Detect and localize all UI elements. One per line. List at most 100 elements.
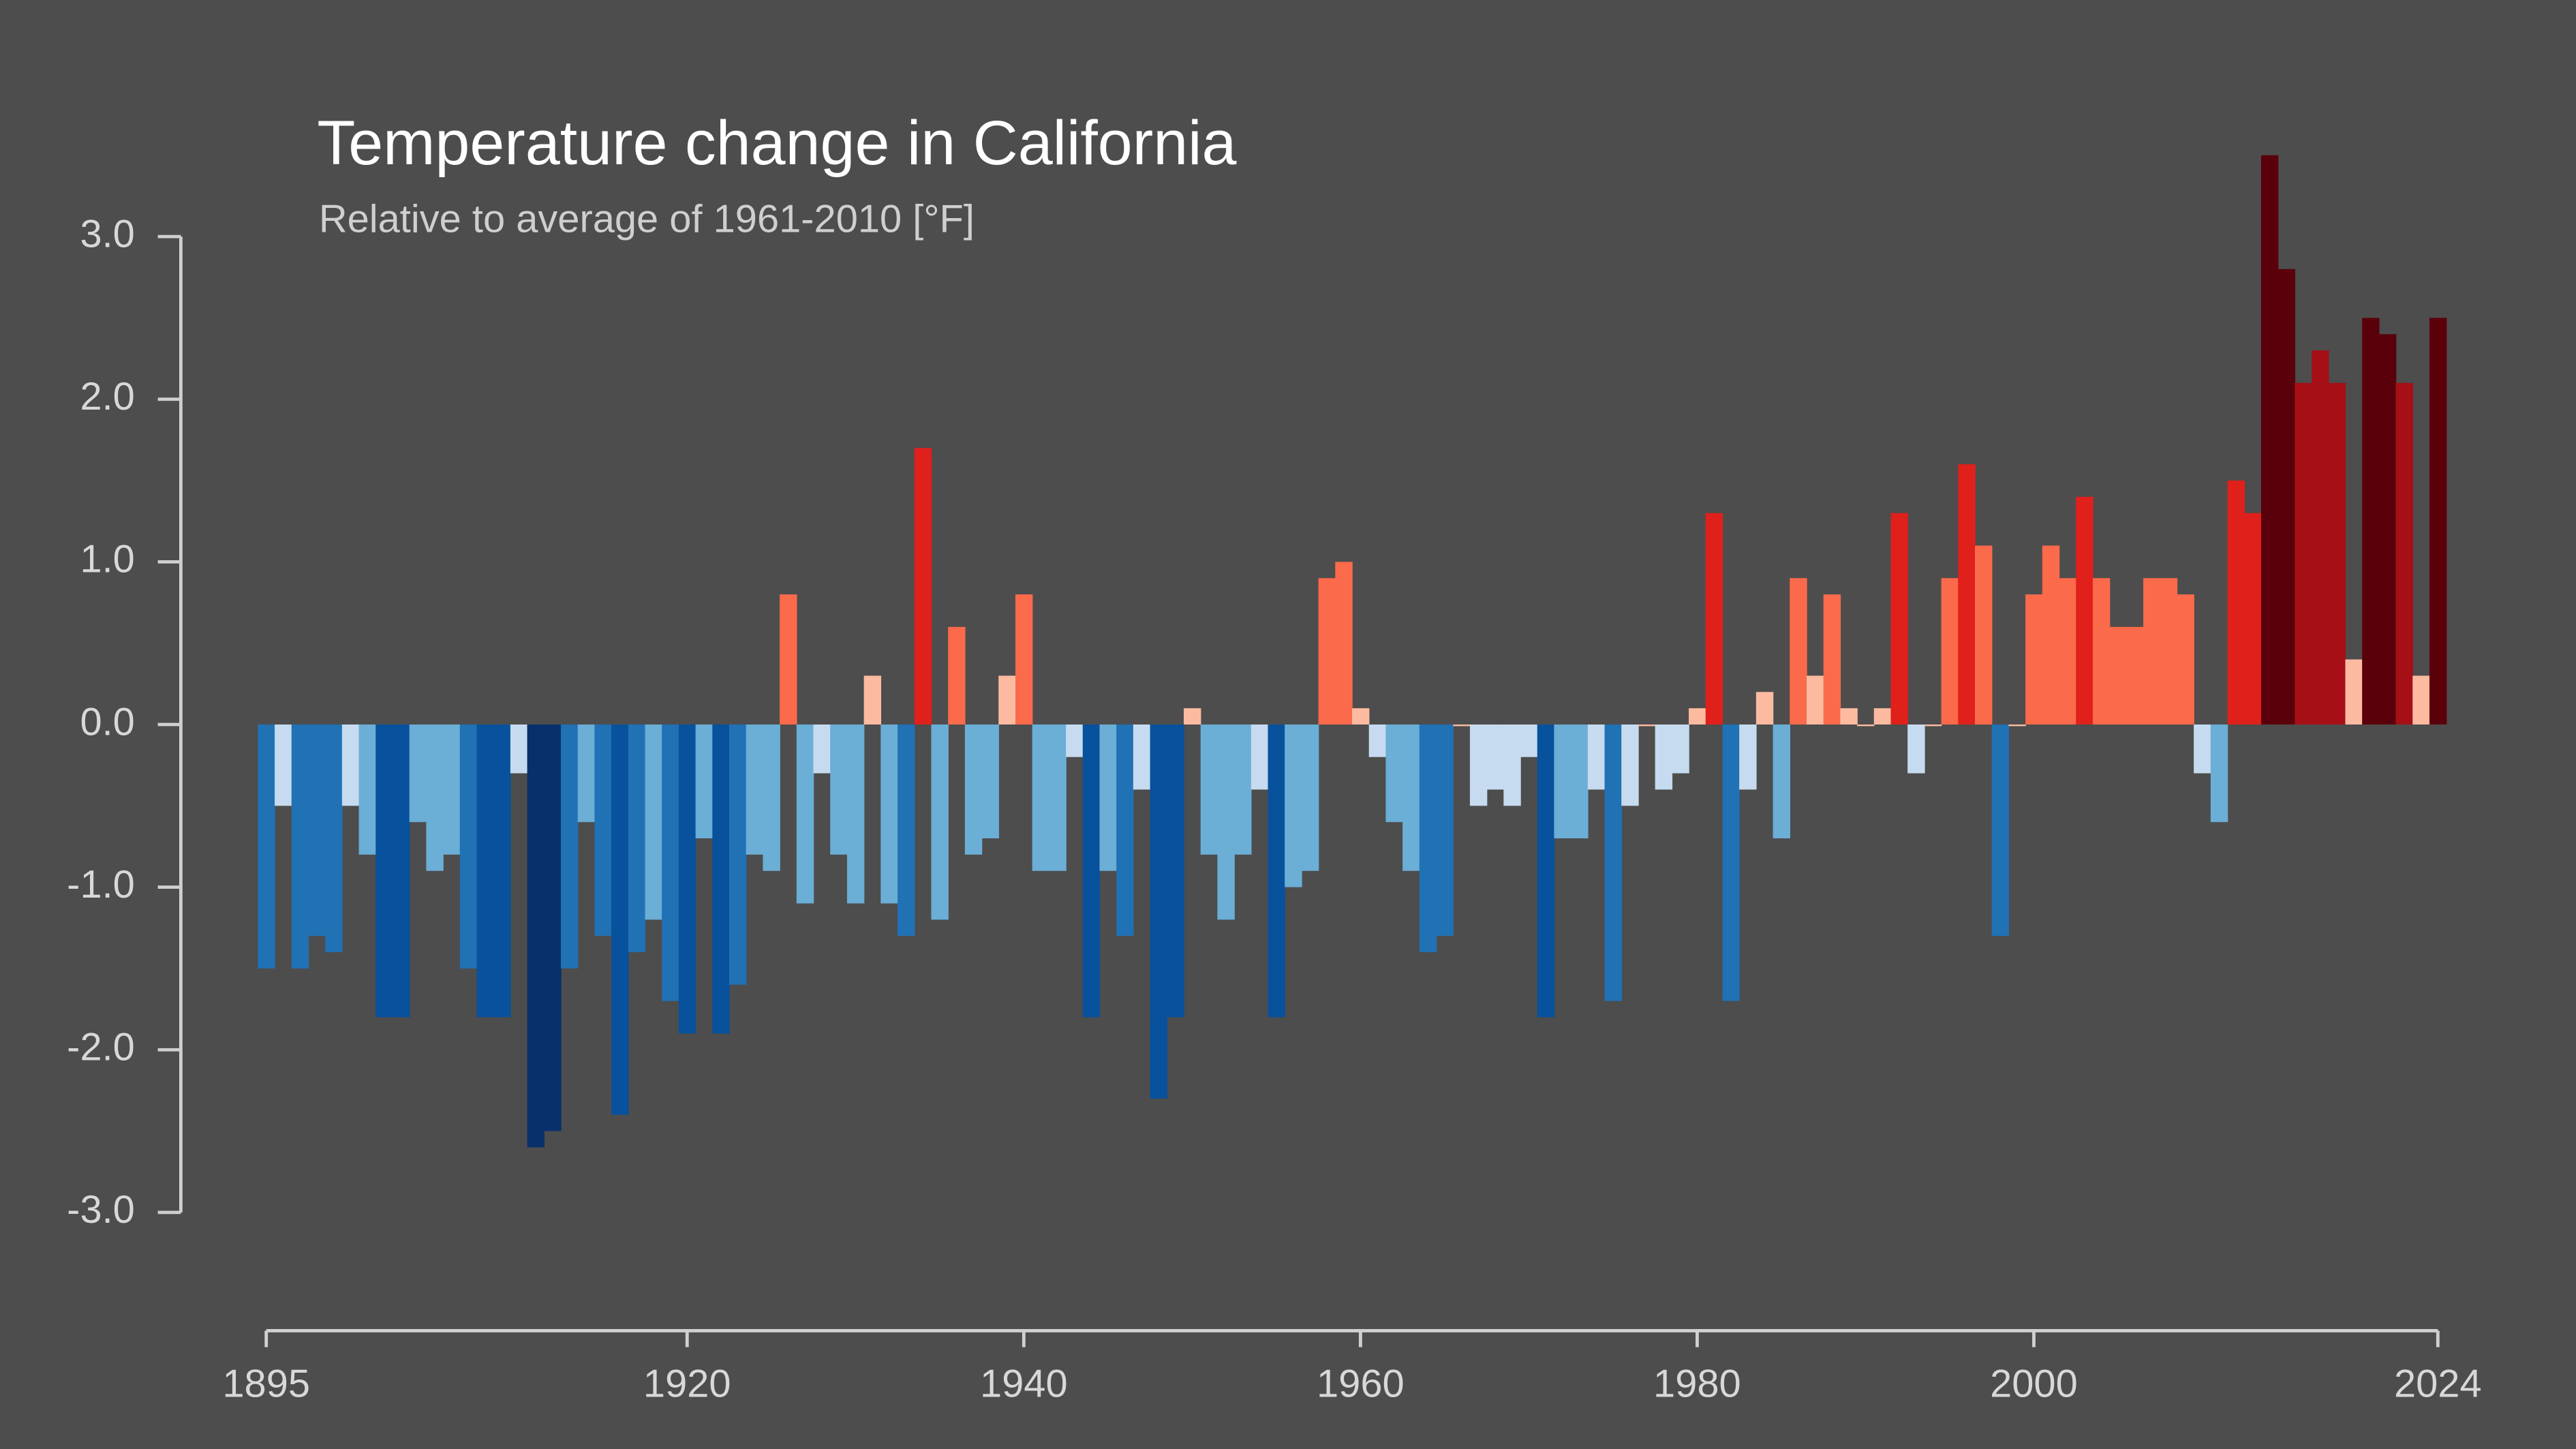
x-tick-label: 2024 (2394, 1362, 2482, 1406)
bar (275, 724, 292, 806)
bar (780, 594, 797, 724)
bar (1991, 724, 2010, 936)
bar (2295, 382, 2312, 724)
bar (459, 724, 478, 968)
bar (662, 724, 679, 1001)
bar (948, 626, 966, 724)
bar (1183, 708, 1201, 724)
bar (2109, 626, 2128, 724)
bar (763, 724, 780, 871)
bar (813, 724, 831, 774)
bar (1705, 513, 1723, 724)
bar (1638, 724, 1656, 727)
x-tick-label: 1940 (980, 1362, 1068, 1406)
bar (611, 724, 629, 1115)
x-tick-label: 1895 (222, 1362, 310, 1406)
bar (1655, 724, 1673, 790)
bar (1907, 724, 1925, 774)
bar (863, 675, 882, 724)
y-tick-label: -1.0 (67, 863, 135, 906)
bar (2008, 724, 2026, 727)
bar (1554, 724, 1571, 839)
bar (1436, 724, 1454, 936)
bar (341, 724, 360, 806)
bar (1503, 724, 1521, 806)
bar (1873, 708, 1892, 724)
bar (1217, 724, 1235, 920)
bar (1773, 724, 1790, 839)
bar (1032, 724, 1050, 871)
bar (1352, 708, 1370, 724)
chart-subtitle: Relative to average of 1961-2010 [°F] (319, 198, 975, 241)
bar (1116, 724, 1134, 936)
y-tick-label: 2.0 (80, 375, 134, 418)
bar (561, 724, 579, 968)
bar (1890, 513, 1908, 724)
y-tick-label: 0.0 (80, 700, 134, 744)
bar (1082, 724, 1101, 1018)
bar (2260, 155, 2279, 725)
bar (1672, 724, 1689, 774)
bar (846, 724, 865, 904)
x-tick-label: 1960 (1317, 1362, 1405, 1406)
bar (2244, 513, 2262, 724)
bar (1974, 545, 1993, 724)
bar (1402, 724, 1420, 871)
bar (325, 724, 343, 953)
bar (577, 724, 596, 823)
bar (964, 724, 983, 855)
bar (1840, 708, 1858, 724)
bar (493, 724, 511, 1018)
bar (1924, 724, 1942, 727)
bar (1486, 724, 1505, 790)
bar (1285, 724, 1302, 887)
bar (1200, 724, 1218, 855)
bar (2194, 724, 2211, 774)
bar (914, 448, 932, 724)
bar (2278, 269, 2296, 724)
bar (2092, 578, 2111, 724)
bar (695, 724, 714, 839)
bar (1621, 724, 1639, 806)
bar (2025, 594, 2043, 724)
bar (2126, 626, 2144, 724)
bar (1251, 724, 1269, 790)
y-tick-label: 1.0 (80, 538, 134, 581)
bar (1015, 594, 1033, 724)
bar (1167, 724, 1184, 1018)
bar (1368, 724, 1387, 757)
bar (628, 724, 646, 953)
bar (998, 675, 1016, 724)
bar (1385, 724, 1403, 823)
bar (594, 724, 612, 936)
bar (1958, 464, 1976, 724)
bar (729, 724, 747, 985)
bar (2412, 675, 2430, 724)
bar (1806, 675, 1824, 724)
bar (1604, 724, 1622, 1001)
bar (2345, 659, 2363, 724)
bar (1318, 578, 1336, 724)
bar (1823, 594, 1841, 724)
bar (678, 724, 696, 1034)
bar (409, 724, 427, 823)
bar (746, 724, 764, 855)
bar (527, 724, 545, 1148)
bar (1301, 724, 1319, 871)
bar (2328, 382, 2346, 724)
bar (476, 724, 494, 1018)
bar (880, 724, 898, 904)
bar (1739, 724, 1757, 790)
bar (426, 724, 444, 871)
bar (2059, 578, 2076, 724)
bar (1099, 724, 1117, 871)
bar (1520, 724, 1538, 757)
x-tick-label: 1920 (643, 1362, 731, 1406)
bar (1571, 724, 1589, 839)
bar (510, 724, 528, 774)
bar (2227, 481, 2245, 724)
bar (981, 724, 999, 839)
bar (2177, 594, 2194, 724)
